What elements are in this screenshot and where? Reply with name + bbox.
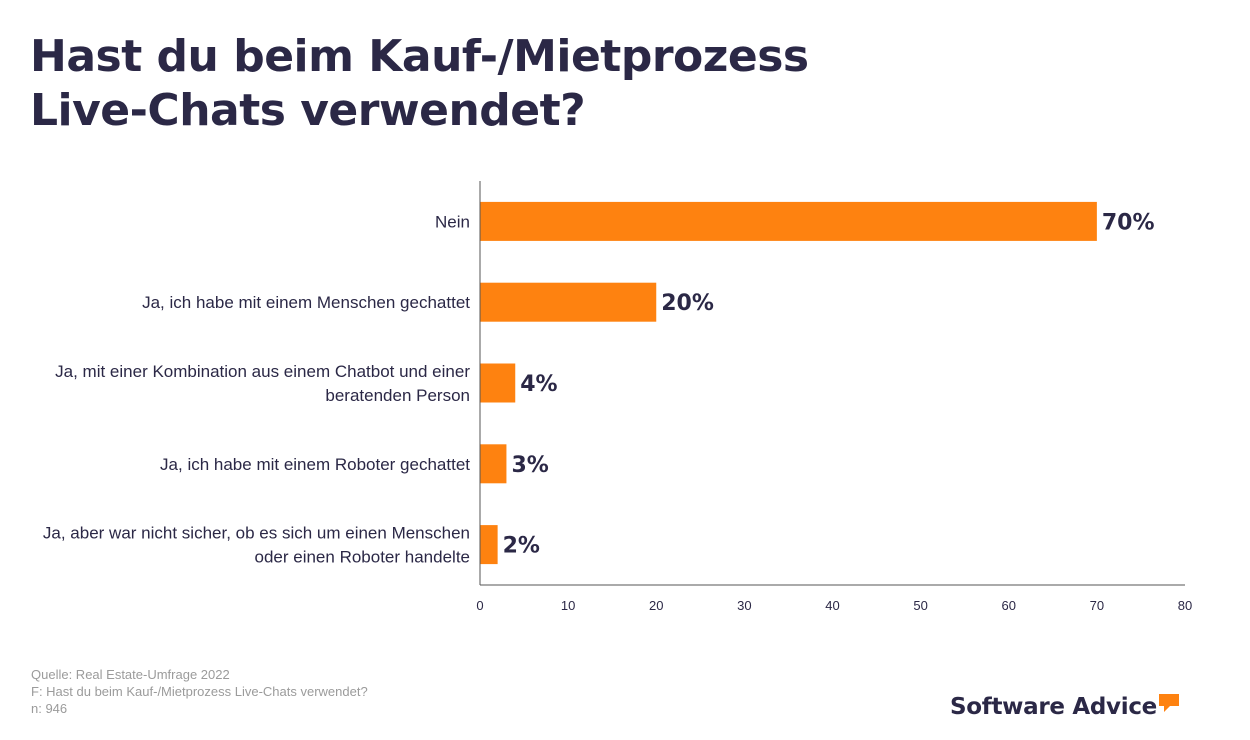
x-tick-label-20: 20	[649, 598, 663, 613]
data-label-3: 4%	[520, 372, 557, 397]
data-label-4: 3%	[511, 453, 548, 478]
source-note: Quelle: Real Estate-Umfrage 2022	[31, 667, 230, 682]
category-label-5: Ja, aber war nicht sicher, ob es sich um…	[43, 524, 470, 567]
category-label-3: Ja, mit einer Kombination aus einem Chat…	[55, 362, 470, 405]
bar-5	[480, 525, 498, 565]
question-note: F: Hast du beim Kauf-/Mietprozess Live-C…	[31, 684, 368, 699]
bar-1	[480, 201, 1097, 241]
data-label-5: 2%	[503, 534, 540, 559]
category-labels: Nein Ja, ich habe mit einem Menschen gech…	[43, 212, 470, 566]
bar-2	[480, 282, 657, 322]
category-label-4: Ja, ich habe mit einem Roboter gechattet	[160, 455, 470, 474]
sample-size-note: n: 946	[31, 701, 68, 716]
chart-title: Hast du beim Kauf-/Mietprozess Live-Chat…	[30, 31, 809, 136]
bar-4	[480, 444, 507, 484]
chart-footer: Quelle: Real Estate-Umfrage 2022 F: Hast…	[31, 666, 368, 717]
x-tick-label-50: 50	[913, 598, 927, 613]
x-tick-label-40: 40	[825, 598, 839, 613]
data-label-1: 70%	[1102, 210, 1155, 235]
speech-bubble-icon	[1158, 694, 1179, 712]
x-tick-labels: 0 10 20 30 40 50 60 70 80	[476, 598, 1192, 613]
x-tick-label-70: 70	[1090, 598, 1104, 613]
data-label-2: 20%	[661, 291, 714, 316]
x-tick-label-60: 60	[1002, 598, 1016, 613]
x-tick-label-30: 30	[737, 598, 751, 613]
logo-text: Software Advice	[950, 694, 1157, 720]
software-advice-logo: Software Advice	[950, 692, 1180, 722]
data-labels: 70% 20% 4% 3% 2%	[503, 210, 1155, 558]
category-label-1: Nein	[435, 212, 470, 231]
bars-layer	[480, 201, 1097, 565]
x-tick-label-0: 0	[476, 598, 483, 613]
axes	[479, 181, 1185, 586]
x-tick-label-80: 80	[1178, 598, 1192, 613]
category-label-2: Ja, ich habe mit einem Menschen gechatte…	[142, 293, 470, 312]
bar-3	[480, 363, 516, 403]
x-tick-label-10: 10	[561, 598, 575, 613]
